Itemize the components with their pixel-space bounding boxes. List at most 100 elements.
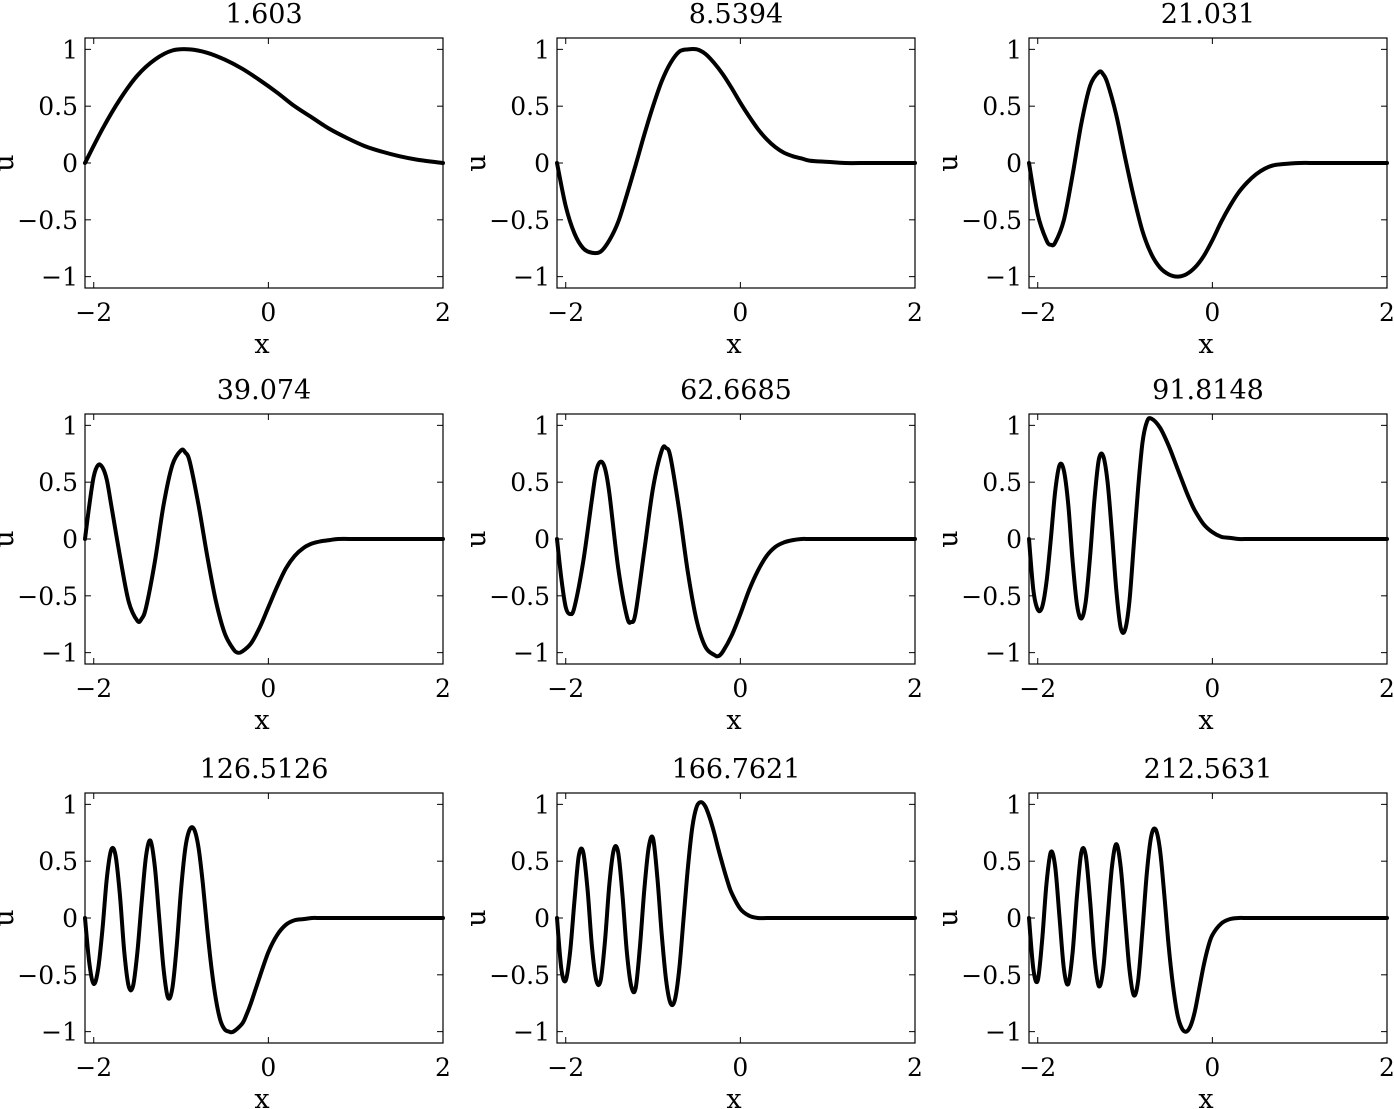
y-axis-label: u (461, 530, 492, 547)
subplot-title: 126.5126 (200, 754, 329, 785)
y-tick-label: 0 (534, 904, 550, 933)
x-tick-label: 2 (1379, 298, 1394, 327)
x-tick-label: 0 (260, 674, 276, 703)
y-tick-label: 1 (1006, 411, 1022, 440)
y-tick-label: −1 (41, 639, 78, 668)
y-tick-label: 0 (534, 525, 550, 554)
x-tick-label: −2 (547, 298, 584, 327)
x-tick-label: −2 (547, 1053, 584, 1082)
x-tick-label: 0 (260, 1053, 276, 1082)
x-axis-label: x (726, 329, 741, 360)
y-tick-label: −1 (985, 1018, 1022, 1047)
y-tick-label: 1 (1006, 35, 1022, 64)
x-tick-label: −2 (547, 674, 584, 703)
subplot: 62.6685 −2 0 2 −1 −0.5 0 0.5 1 x u (461, 375, 923, 736)
x-axis-label: x (726, 705, 741, 736)
x-tick-label: 2 (907, 298, 923, 327)
subplot: 39.074 −2 0 2 −1 −0.5 0 0.5 1 x u (0, 375, 451, 736)
y-tick-label: −1 (985, 639, 1022, 668)
y-tick-label: −0.5 (961, 206, 1022, 235)
series-line (83, 825, 445, 1035)
subplot: 91.8148 −2 0 2 −1 −0.5 0 0.5 1 x u (933, 375, 1394, 736)
y-tick-label: 0.5 (982, 847, 1022, 876)
y-tick-label: −0.5 (17, 206, 78, 235)
y-tick-label: 0 (62, 149, 78, 178)
y-tick-label: 0.5 (38, 468, 78, 497)
y-tick-label: −1 (985, 263, 1022, 292)
series-line (1027, 416, 1389, 635)
y-tick-label: 0 (534, 149, 550, 178)
x-tick-label: −2 (1019, 674, 1056, 703)
series-line (1027, 69, 1389, 279)
y-tick-label: −0.5 (489, 206, 550, 235)
y-tick-label: 0.5 (982, 468, 1022, 497)
y-tick-label: 0 (62, 525, 78, 554)
x-tick-label: 2 (1379, 1053, 1394, 1082)
subplot-title: 1.603 (225, 0, 302, 30)
subplot-title: 166.7621 (672, 754, 801, 785)
x-tick-label: 0 (732, 298, 748, 327)
subplot-title: 8.5394 (689, 0, 783, 30)
y-axis-label: u (461, 909, 492, 926)
subplot: 21.031 −2 0 2 −1 −0.5 0 0.5 1 x u (933, 0, 1394, 360)
x-tick-label: −2 (1019, 1053, 1056, 1082)
y-tick-label: 1 (62, 790, 78, 819)
y-tick-label: −1 (513, 263, 550, 292)
y-axis-label: u (933, 909, 964, 926)
y-tick-label: −0.5 (17, 961, 78, 990)
y-tick-label: 0.5 (38, 92, 78, 121)
series-line (1027, 826, 1389, 1034)
subplot-title: 212.5631 (1144, 754, 1273, 785)
x-tick-label: 0 (732, 674, 748, 703)
series-line (83, 47, 445, 165)
x-tick-label: 2 (435, 298, 451, 327)
x-tick-label: 0 (1204, 1053, 1220, 1082)
subplot-title: 62.6685 (680, 375, 792, 406)
y-tick-label: −1 (513, 1018, 550, 1047)
y-tick-label: 0.5 (982, 92, 1022, 121)
y-tick-label: 1 (62, 411, 78, 440)
y-tick-label: 1 (534, 411, 550, 440)
x-axis-label: x (1198, 705, 1213, 736)
x-tick-label: 2 (907, 674, 923, 703)
x-tick-label: −2 (75, 1053, 112, 1082)
x-axis-label: x (1198, 329, 1213, 360)
series-line (555, 46, 917, 256)
y-tick-label: 0 (62, 904, 78, 933)
y-axis-label: u (933, 530, 964, 547)
y-tick-label: 0.5 (38, 847, 78, 876)
subplot: 8.5394 −2 0 2 −1 −0.5 0 0.5 1 x u (461, 0, 923, 360)
x-tick-label: 0 (1204, 674, 1220, 703)
subplot-title: 21.031 (1161, 0, 1255, 30)
y-tick-label: −0.5 (489, 582, 550, 611)
series-line (83, 447, 445, 655)
subplot-title: 39.074 (217, 375, 311, 406)
subplot: 212.5631 −2 0 2 −1 −0.5 0 0.5 1 x u (933, 754, 1394, 1109)
y-tick-label: −0.5 (17, 582, 78, 611)
x-tick-label: 0 (260, 298, 276, 327)
subplot: 166.7621 −2 0 2 −1 −0.5 0 0.5 1 x u (461, 754, 923, 1109)
subplot: 1.603 −2 0 2 −1 −0.5 0 0.5 1 x u (0, 0, 451, 360)
y-tick-label: 0 (1006, 525, 1022, 554)
y-tick-label: 1 (534, 35, 550, 64)
y-tick-label: −1 (41, 263, 78, 292)
y-tick-label: 0.5 (510, 847, 550, 876)
x-tick-label: 2 (907, 1053, 923, 1082)
y-axis-label: u (0, 154, 20, 171)
y-tick-label: −0.5 (489, 961, 550, 990)
x-axis-label: x (254, 1084, 269, 1109)
x-axis-label: x (254, 329, 269, 360)
x-tick-label: 2 (435, 1053, 451, 1082)
y-tick-label: 1 (534, 790, 550, 819)
x-tick-label: 0 (1204, 298, 1220, 327)
y-tick-label: 1 (62, 35, 78, 64)
y-tick-label: −1 (41, 1018, 78, 1047)
x-tick-label: 2 (435, 674, 451, 703)
series-line (555, 800, 917, 1008)
y-axis-label: u (0, 530, 20, 547)
y-tick-label: 0 (1006, 149, 1022, 178)
y-tick-label: −1 (513, 639, 550, 668)
y-tick-label: 0 (1006, 904, 1022, 933)
y-tick-label: 1 (1006, 790, 1022, 819)
